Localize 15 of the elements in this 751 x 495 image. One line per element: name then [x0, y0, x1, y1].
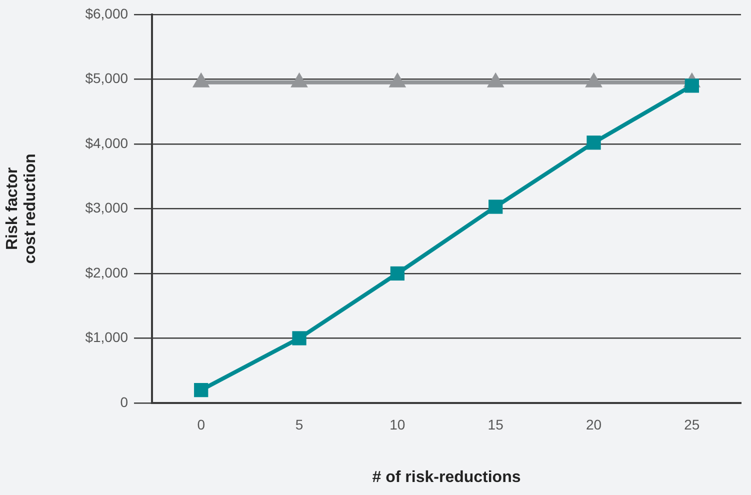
y-tick-label: $1,000	[85, 329, 128, 346]
y-tick-label: $2,000	[85, 264, 128, 280]
y-tick-label: 0	[120, 394, 128, 410]
y-tick-label: $3,000	[85, 200, 128, 216]
x-tick-label: 0	[197, 416, 206, 432]
x-tick-label: 25	[684, 416, 700, 432]
y-axis-title: Risk factor cost reduction	[4, 154, 39, 264]
x-tick-label: 10	[390, 416, 406, 432]
x-tick-label: 20	[586, 416, 602, 432]
y-tick-label: $5,000	[85, 70, 128, 86]
y-tick-label: $4,000	[85, 134, 128, 151]
y-tick-label: $6,000	[85, 5, 128, 22]
x-tick-label: 5	[295, 416, 304, 432]
x-axis-title: # of risk-reductions	[372, 468, 521, 486]
x-tick-label: 15	[488, 416, 504, 432]
